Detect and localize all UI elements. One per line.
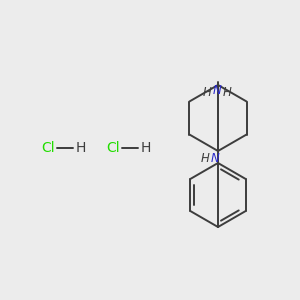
Text: H: H [141, 141, 151, 155]
Text: H: H [223, 85, 231, 98]
Text: H: H [201, 152, 209, 166]
Text: Cl: Cl [41, 141, 55, 155]
Text: N: N [213, 83, 221, 97]
Text: H: H [76, 141, 86, 155]
Text: H: H [202, 85, 211, 98]
Text: N: N [211, 152, 219, 166]
Text: Cl: Cl [106, 141, 120, 155]
